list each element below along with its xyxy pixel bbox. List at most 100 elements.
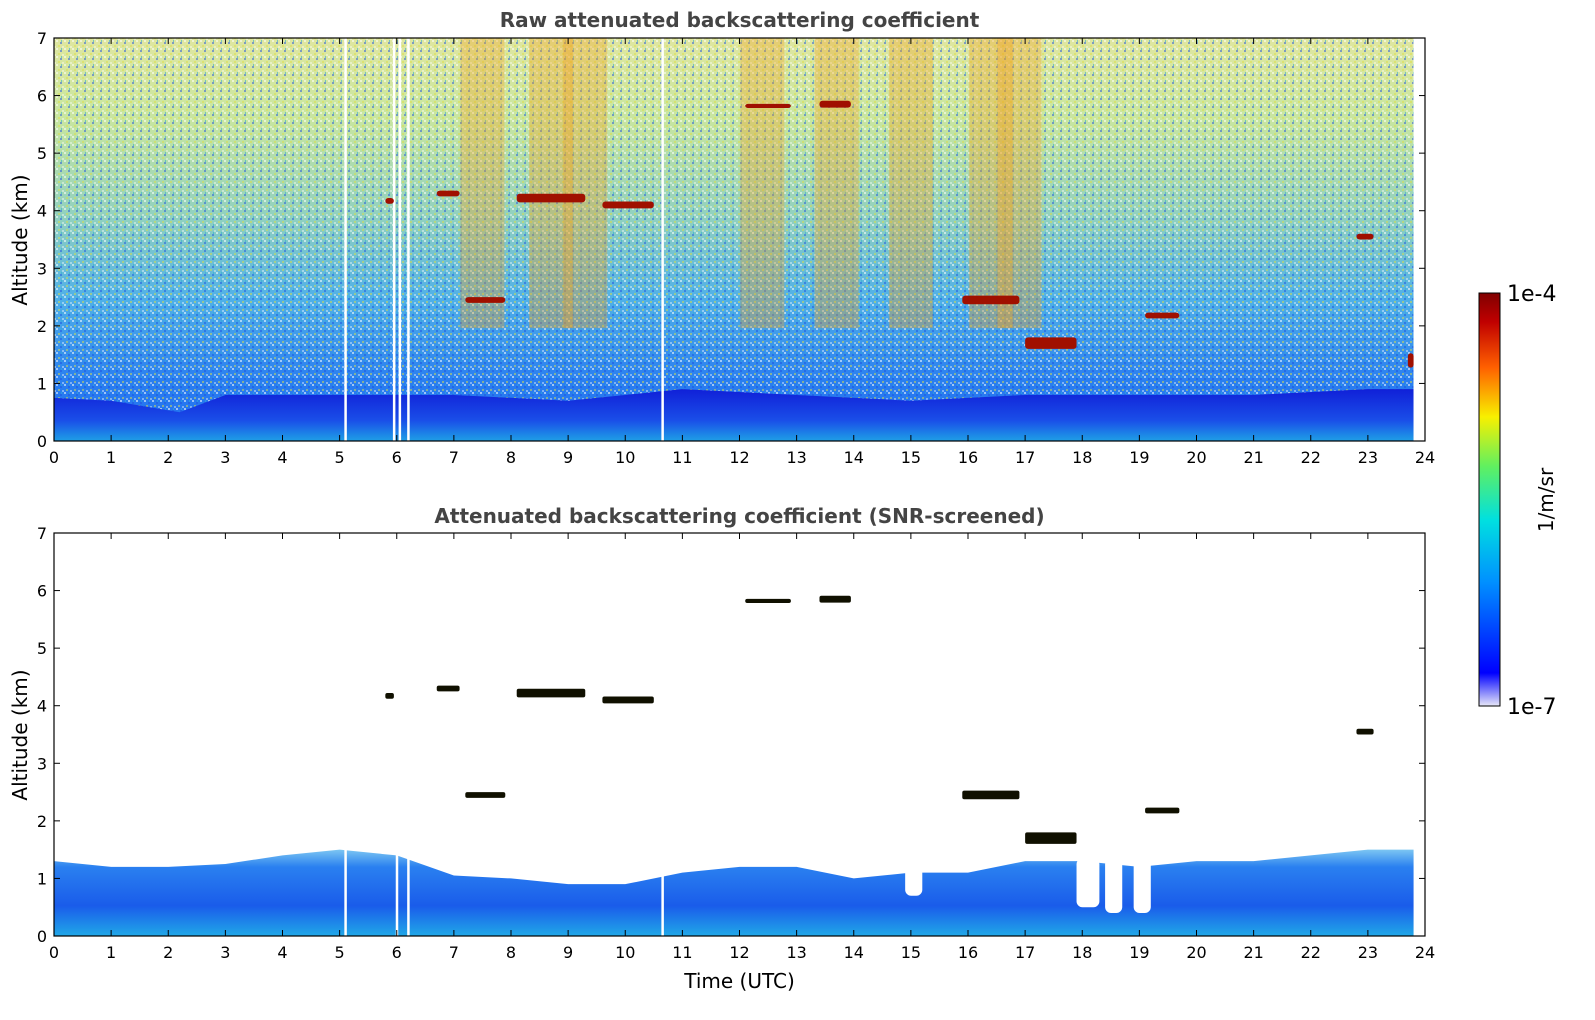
dropout-column: [661, 38, 664, 441]
x-tick-label: 4: [277, 943, 287, 962]
plot-area-screened: [54, 533, 1425, 936]
dropout-column: [407, 38, 410, 441]
y-tick-label: 3: [37, 259, 47, 278]
y-axis-screened: 0 1 2 3 4 5 6 7: [37, 524, 1425, 946]
screened-gap: [1105, 858, 1123, 913]
x-tick-label: 2: [163, 448, 173, 467]
x-tick-label: 17: [1015, 448, 1035, 467]
x-tick-label: 8: [506, 448, 516, 467]
panel-title-screened: Attenuated backscattering coefficient (S…: [434, 504, 1044, 528]
dropout-column: [395, 843, 399, 936]
x-tick-label: 6: [392, 943, 402, 962]
noisy-column: [997, 38, 1042, 329]
raw-no-data-region: [1413, 38, 1425, 441]
x-tick-label: 21: [1243, 448, 1263, 467]
x-tick-label: 18: [1072, 943, 1092, 962]
x-tick-label: 5: [335, 448, 345, 467]
noisy-column: [563, 38, 608, 329]
noisy-column: [740, 38, 785, 329]
cloud-layer: [819, 595, 851, 603]
x-tick-label: 14: [844, 943, 864, 962]
y-tick-label: 2: [37, 812, 47, 831]
x-tick-label: 11: [672, 943, 692, 962]
y-tick-label: 2: [37, 317, 47, 336]
y-tick-label: 6: [37, 87, 47, 106]
x-tick-label: 23: [1358, 448, 1378, 467]
dropout-column: [398, 38, 402, 441]
screened-boundary-layer: [54, 849, 1414, 936]
y-tick-label: 4: [37, 697, 47, 716]
noisy-column: [814, 38, 859, 329]
cloud-layer: [385, 693, 394, 699]
cloud-layer: [745, 103, 791, 108]
x-tick-label: 10: [615, 448, 635, 467]
x-tick-label: 0: [49, 943, 59, 962]
x-tick-label: 8: [506, 943, 516, 962]
x-tick-label: 13: [786, 448, 806, 467]
y-axis-label-raw: Altitude (km): [8, 174, 32, 305]
cloud-layer: [962, 790, 1020, 800]
x-tick-label: 19: [1129, 448, 1149, 467]
y-axis-raw: 0 1 2 3 4 5 6 7: [37, 29, 1425, 451]
cloud-layer: [1356, 728, 1374, 735]
raw-noise-texture: [54, 38, 1414, 441]
cloud-layer: [1145, 312, 1180, 319]
y-tick-label: 5: [37, 639, 47, 658]
x-tick-label: 9: [563, 448, 573, 467]
colorbar-min-label: 1e-7: [1507, 695, 1556, 720]
colorbar: 1e-4 1e-7 1/m/sr: [1478, 282, 1558, 720]
x-axis-screened: 0 1 2 3 4 5 6 7 8 9 10 11 12 13 14 15 16 17 18 19 20 21 22 23 24: [49, 533, 1435, 962]
noisy-column: [968, 38, 1013, 329]
x-tick-label: 15: [901, 448, 921, 467]
x-tick-label: 12: [729, 448, 749, 467]
x-tick-label: 10: [615, 943, 635, 962]
x-tick-label: 16: [958, 448, 978, 467]
x-tick-label: 20: [1186, 448, 1206, 467]
cloud-layer: [1356, 233, 1374, 240]
cloud-layer: [385, 198, 394, 204]
screened-gap: [905, 858, 923, 896]
x-tick-label: 23: [1358, 943, 1378, 962]
y-axis-label-screened: Altitude (km): [8, 669, 32, 800]
screened-gap: [1076, 858, 1100, 908]
noisy-column: [888, 38, 933, 329]
screened-cloud-layers: [385, 595, 1374, 844]
x-tick-label: 22: [1301, 448, 1321, 467]
y-tick-label: 7: [37, 524, 47, 543]
x-tick-label: 22: [1301, 943, 1321, 962]
y-tick-label: 0: [37, 927, 47, 946]
screened-gaps: [344, 843, 1151, 936]
cloud-layer: [436, 685, 460, 692]
panel-title-raw: Raw attenuated backscattering coefficien…: [500, 8, 980, 32]
x-tick-label: 7: [449, 448, 459, 467]
colorbar-gradient: [1478, 292, 1501, 707]
cloud-layer: [962, 295, 1020, 305]
x-tick-label: 21: [1243, 943, 1263, 962]
x-tick-label: 2: [163, 943, 173, 962]
cloud-layer: [465, 297, 506, 303]
cloud-layer: [745, 598, 791, 603]
x-tick-label: 19: [1129, 943, 1149, 962]
dropout-column: [661, 843, 664, 936]
colorbar-max-label: 1e-4: [1507, 282, 1556, 307]
cloud-layer: [1407, 353, 1414, 368]
dropout-column: [392, 38, 396, 441]
dropout-column: [344, 38, 347, 441]
cloud-layer: [516, 193, 586, 203]
x-tick-label: 9: [563, 943, 573, 962]
x-tick-label: 17: [1015, 943, 1035, 962]
noisy-column: [460, 38, 505, 329]
colorbar-unit-label: 1/m/sr: [1534, 467, 1558, 532]
y-tick-label: 3: [37, 754, 47, 773]
x-tick-label: 11: [672, 448, 692, 467]
cloud-layer: [1025, 832, 1077, 844]
x-tick-label: 1: [106, 448, 116, 467]
x-tick-label: 0: [49, 448, 59, 467]
x-tick-label: 1: [106, 943, 116, 962]
x-tick-label: 20: [1186, 943, 1206, 962]
x-tick-label: 7: [449, 943, 459, 962]
x-tick-label: 18: [1072, 448, 1092, 467]
cloud-layer: [819, 100, 851, 108]
cloud-layer: [436, 190, 460, 197]
